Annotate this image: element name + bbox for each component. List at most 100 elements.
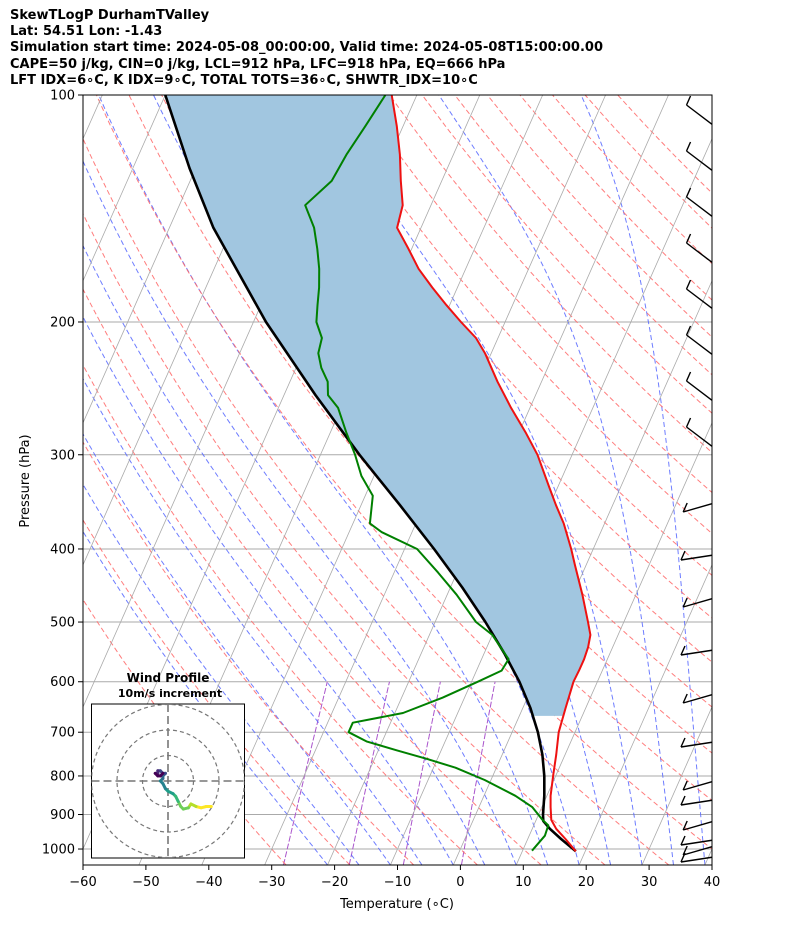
x-tick-label: 20 [578, 875, 595, 890]
isotherm [83, 95, 103, 140]
moist-adiabat [83, 483, 360, 865]
wind-barb [686, 242, 713, 263]
dry-adiabats [83, 95, 712, 865]
wind-barb [686, 288, 713, 309]
y-tick-label: 1000 [42, 843, 75, 858]
wind-barb [682, 780, 713, 791]
hodograph-trace [153, 769, 213, 811]
moist-adiabat [83, 377, 423, 865]
dry-adiabat [552, 95, 712, 265]
wind-barb [686, 104, 713, 125]
isotherm [452, 279, 712, 865]
wind-barb-feather [682, 845, 688, 856]
dry-adiabat [584, 95, 712, 229]
axes: −60 −50 −40 −30 −20 −10 0 10 20 30 40 1000 900 800 700… [42, 89, 720, 891]
y-tick-label: 600 [50, 675, 75, 690]
dry-adiabat [356, 95, 712, 494]
x-tick-label: −40 [195, 875, 222, 890]
wind-barb [686, 334, 713, 355]
wind-barb [680, 799, 713, 806]
mixing-ratio-line [283, 681, 328, 865]
isotherm [83, 95, 229, 424]
wind-barbs [680, 95, 713, 863]
y-tick-label: 400 [50, 542, 75, 557]
time-line: Simulation start time: 2024-05-08_00:00:… [10, 40, 603, 56]
x-tick-label: 10 [515, 875, 532, 890]
moist-adiabat [315, 95, 643, 865]
moist-adiabat [83, 530, 328, 865]
isotherm [641, 705, 712, 865]
wind-barb-feather [680, 852, 686, 863]
wind-barb-feather [685, 417, 692, 428]
wind-barb-feather [682, 502, 688, 513]
x-axis-label: Temperature (∘C) [339, 897, 454, 912]
wind-barb-feather [685, 187, 692, 198]
wind-barb [682, 502, 713, 513]
wind-barb-feather [682, 597, 688, 608]
isotherm [704, 848, 712, 865]
x-tick-label: 30 [641, 875, 658, 890]
mixing-ratio-line [402, 681, 441, 865]
profile-lines [164, 95, 592, 853]
wind-barb-feather [680, 835, 686, 846]
y-tick-label: 100 [50, 89, 75, 104]
x-tick-label: −10 [384, 875, 411, 890]
wind-barb-feather [685, 95, 692, 106]
dry-adiabat [421, 95, 712, 414]
isotherm [515, 421, 712, 865]
hodograph-rings [91, 704, 245, 858]
indices-line: LFT IDX=6∘C, K IDX=9∘C, TOTAL TOTS=36∘C,… [10, 72, 478, 88]
wind-barb-feather [680, 795, 686, 806]
moist-adiabat [83, 159, 517, 865]
x-tick-label: −20 [321, 875, 348, 890]
dewpoint-profile-line [304, 95, 550, 852]
isotherm [578, 563, 712, 865]
isotherm [201, 95, 544, 865]
wind-barb-feather [682, 820, 688, 831]
isotherm [83, 95, 166, 282]
parcel-profile-line [164, 95, 577, 853]
dry-adiabat [83, 598, 287, 865]
mixing-ratio-lines [283, 681, 496, 865]
moist-adiabat [83, 315, 454, 865]
y-tick-label: 900 [50, 808, 75, 823]
hodograph-title: Wind Profile [127, 671, 210, 685]
x-tick-label: −60 [69, 875, 96, 890]
moist-adiabat [83, 244, 486, 865]
wind-barb [686, 380, 713, 401]
x-tick-label: 40 [704, 875, 721, 890]
wind-barb-feather [682, 780, 688, 791]
wind-barb [686, 150, 713, 171]
y-tick-label: 800 [50, 769, 75, 784]
wind-barb [680, 839, 713, 846]
wind-barb-feather [680, 645, 686, 656]
moist-adiabat [98, 95, 549, 865]
x-tick-label: 0 [456, 875, 464, 890]
cape-line: CAPE=50 j/kg, CIN=0 j/kg, LCL=912 hPa, L… [10, 56, 506, 72]
dry-adiabat [83, 137, 670, 865]
dry-adiabat [389, 95, 712, 454]
isobar-gridlines [83, 95, 712, 850]
chart-header: SkewTLogP DurhamTValley Lat: 54.51 Lon: … [10, 8, 603, 89]
y-tick-label: 300 [50, 448, 75, 463]
wind-barb [682, 597, 713, 608]
location-line: Lat: 54.51 Lon: -1.43 [10, 24, 163, 40]
y-tick-label: 500 [50, 616, 75, 631]
wind-barb [680, 856, 713, 863]
wind-barb-feather [685, 279, 692, 290]
cape-shading [165, 95, 591, 716]
dry-adiabat [617, 95, 712, 194]
mixing-ratio-line [348, 681, 390, 865]
wind-barb [682, 820, 713, 831]
dry-adiabat [324, 95, 712, 535]
hodograph-subtitle: 10m/s increment [118, 687, 222, 700]
wind-barb-feather [680, 550, 686, 561]
wind-barb [682, 693, 713, 704]
cape-area [165, 95, 591, 716]
wind-barb [686, 196, 713, 217]
wind-barb [680, 741, 713, 748]
x-tick-label: −30 [258, 875, 285, 890]
isotherm [768, 95, 794, 865]
wind-barb [682, 845, 713, 856]
